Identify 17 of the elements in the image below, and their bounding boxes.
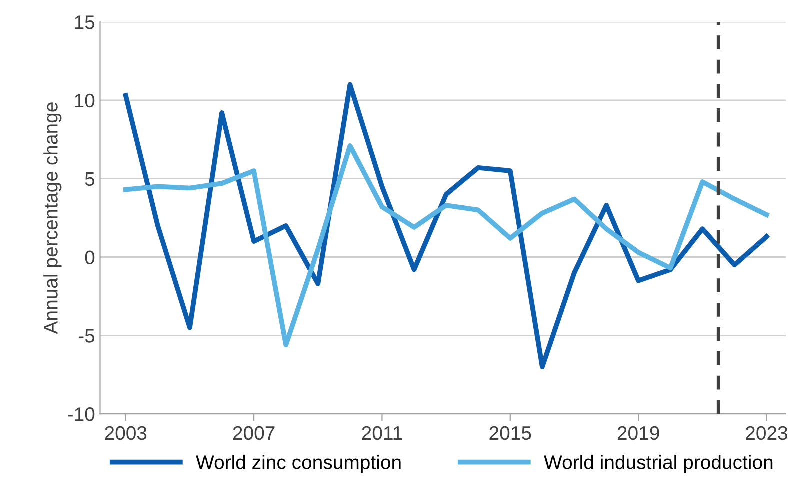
line-series <box>123 143 770 348</box>
x-tick-label: 2007 <box>233 426 275 440</box>
x-tick-label: 2015 <box>490 426 532 440</box>
x-tick-label: 2011 <box>362 426 402 440</box>
legend-label: World industrial production <box>544 455 773 474</box>
y-tick-label: 5 <box>85 172 95 186</box>
line-series <box>123 82 770 370</box>
y-tick-label: -5 <box>78 329 95 343</box>
x-tick-label: 2023 <box>746 426 788 440</box>
y-tick-label: -10 <box>68 408 95 422</box>
y-tick-label: 0 <box>85 250 95 264</box>
x-tick-label: 2003 <box>105 426 147 440</box>
x-tick-label: 2019 <box>618 426 660 440</box>
y-tick-label: 15 <box>75 16 95 30</box>
y-tick-label: 10 <box>75 94 95 108</box>
legend-label: World zinc consumption <box>196 455 401 474</box>
y-axis-title: Annual percentage change <box>44 102 62 334</box>
